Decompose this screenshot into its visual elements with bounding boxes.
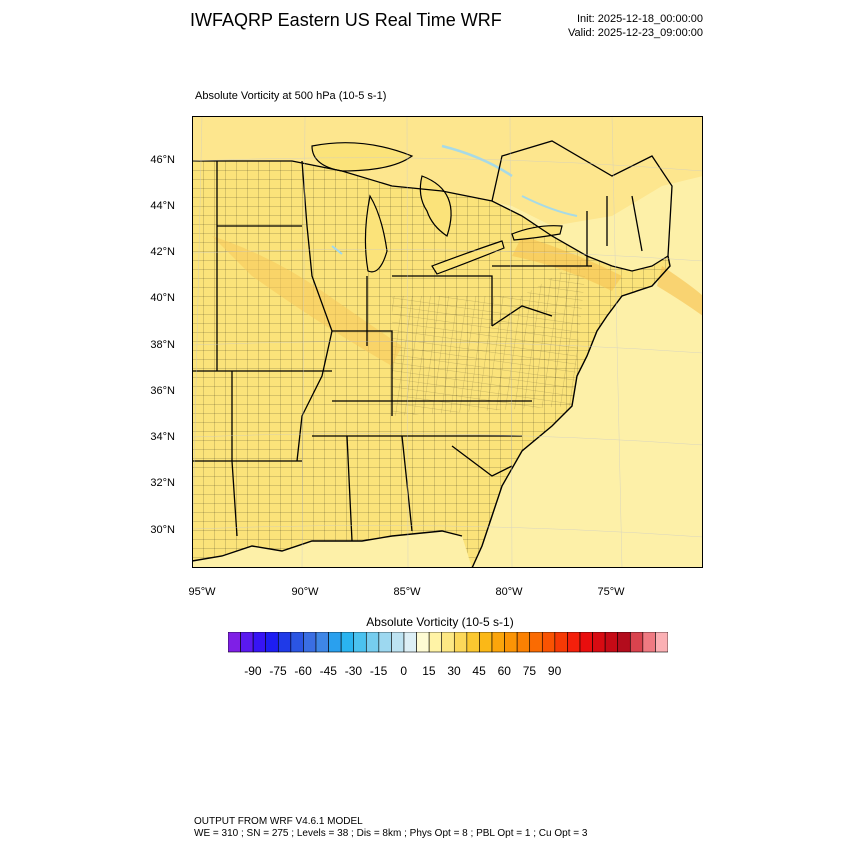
county-boundaries-east	[392, 256, 587, 416]
colorbar-swatch	[428, 632, 443, 653]
colorbar-swatch	[240, 632, 254, 653]
colorbar-tick-label: -15	[369, 664, 388, 678]
colorbar-swatch	[328, 632, 342, 653]
colorbar-swatch	[365, 632, 380, 653]
colorbar-swatch	[303, 632, 317, 653]
colorbar-tick-label: -75	[269, 664, 287, 678]
lake-michigan	[364, 194, 388, 273]
lat-label: 30°N	[150, 524, 175, 536]
colorbar	[228, 632, 668, 653]
colorbar-swatch	[592, 632, 606, 653]
colorbar-swatch	[604, 632, 619, 653]
lon-label: 95°W	[188, 586, 216, 598]
colorbar-tick-label: 0	[400, 664, 408, 678]
colorbar-tick-label: 75	[522, 664, 537, 678]
low-vorticity-streak-2	[521, 195, 578, 217]
colorbar-swatch	[491, 632, 505, 653]
lon-label: 85°W	[393, 586, 421, 598]
colorbar-swatch	[228, 632, 241, 653]
colorbar-swatch	[504, 632, 518, 653]
colorbar-swatch	[466, 632, 480, 653]
field-title: Absolute Vorticity at 500 hPa (10-5 s-1)	[195, 90, 387, 102]
colorbar-swatch	[315, 632, 329, 653]
lat-label: 40°N	[150, 292, 175, 304]
colorbar-swatch	[642, 632, 656, 653]
vorticity-band-midwest	[212, 236, 402, 366]
map-frame	[192, 116, 703, 568]
canada-region	[192, 116, 703, 226]
colorbar-swatch	[403, 632, 417, 653]
colorbar-swatch	[516, 632, 531, 653]
init-time: Init: 2025-12-18_00:00:00	[577, 13, 703, 25]
colorbar-swatch	[579, 632, 593, 653]
colorbar-tick-label: -30	[344, 664, 363, 678]
vorticity-band-atlantic	[657, 266, 703, 316]
lon-label: 90°W	[291, 586, 319, 598]
colorbar-tick-label: 90	[547, 664, 562, 678]
lon-label: 80°W	[495, 586, 523, 598]
colorbar-title: Absolute Vorticity (10-5 s-1)	[366, 615, 514, 629]
colorbar-swatch	[629, 632, 644, 653]
colorbar-tick-label: 45	[472, 664, 486, 678]
colorbar-swatch	[277, 632, 292, 653]
colorbar-swatch	[265, 632, 279, 653]
lat-label: 38°N	[150, 339, 175, 351]
colorbar-swatch	[617, 632, 631, 653]
footer-model-line: OUTPUT FROM WRF V4.6.1 MODEL	[194, 816, 363, 827]
lat-label: 36°N	[150, 385, 175, 397]
colorbar-swatch	[353, 632, 367, 653]
lat-label: 46°N	[150, 154, 175, 166]
vorticity-map	[192, 116, 703, 568]
colorbar-tick-label: 15	[422, 664, 436, 678]
colorbar-swatch	[541, 632, 556, 653]
lon-label: 75°W	[597, 586, 625, 598]
colorbar-tick-label: -90	[244, 664, 262, 678]
colorbar-swatch	[252, 632, 267, 653]
colorbar-tick-label: 30	[447, 664, 461, 678]
footer-config-line: WE = 310 ; SN = 275 ; Levels = 38 ; Dis …	[194, 828, 588, 839]
lat-label: 42°N	[150, 246, 175, 258]
colorbar-swatch	[340, 632, 355, 653]
lat-label: 44°N	[150, 200, 175, 212]
colorbar-tick-label: -60	[294, 664, 312, 678]
lat-lon-grid	[192, 116, 703, 568]
colorbar-swatch	[453, 632, 468, 653]
colorbar-swatch	[290, 632, 304, 653]
lake-superior	[311, 142, 414, 172]
colorbar-swatch	[391, 632, 405, 653]
lat-label: 32°N	[150, 477, 175, 489]
lat-label: 34°N	[150, 431, 175, 443]
model-title: IWFAQRP Eastern US Real Time WRF	[190, 10, 502, 30]
colorbar-swatch	[416, 632, 430, 653]
colorbar-tick-label: -45	[319, 664, 337, 678]
lake-ontario	[511, 225, 563, 241]
valid-time: Valid: 2025-12-23_09:00:00	[568, 27, 703, 39]
colorbar-swatch	[567, 632, 581, 653]
lake-erie	[431, 240, 505, 275]
colorbar-tick-label: 60	[497, 664, 511, 678]
colorbar-swatch	[479, 632, 493, 653]
low-vorticity-streak-1	[441, 144, 513, 178]
low-vorticity-streak-3	[331, 245, 343, 255]
colorbar-swatch	[441, 632, 455, 653]
coastline	[192, 255, 671, 568]
colorbar-swatch	[529, 632, 543, 653]
colorbar-swatch	[655, 632, 668, 653]
vorticity-band-northeast	[512, 236, 622, 291]
state-boundaries	[192, 140, 673, 542]
colorbar-swatch	[554, 632, 568, 653]
colorbar-swatch	[378, 632, 392, 653]
